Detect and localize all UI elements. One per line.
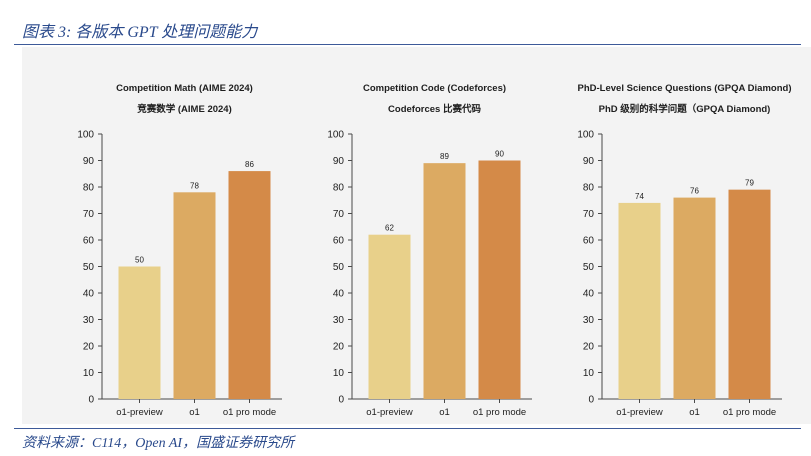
y-tick-label: 100 — [327, 130, 344, 141]
data-label: 50 — [135, 256, 144, 265]
chart-title: PhD-Level Science Questions (GPQA Diamon… — [577, 83, 792, 94]
data-label: 89 — [440, 152, 449, 161]
y-tick-label: 50 — [83, 262, 95, 273]
y-tick-label: 30 — [333, 315, 345, 326]
y-tick-label: 60 — [83, 236, 95, 247]
bar — [118, 266, 161, 399]
data-label: 62 — [385, 224, 394, 233]
y-tick-label: 90 — [583, 156, 595, 167]
x-tick-label: o1-preview — [366, 407, 413, 418]
y-tick-label: 40 — [333, 289, 345, 300]
y-tick-label: 0 — [588, 395, 594, 406]
chart-title: Competition Math (AIME 2024) — [116, 83, 253, 94]
chart-subtitle: 竞赛数学 (AIME 2024) — [137, 104, 232, 115]
y-tick-label: 20 — [333, 342, 345, 353]
top-rule — [14, 44, 801, 45]
data-label: 74 — [635, 192, 644, 201]
y-tick-label: 60 — [583, 236, 595, 247]
y-tick-label: 40 — [83, 289, 95, 300]
bar — [228, 171, 271, 399]
y-tick-label: 40 — [583, 289, 595, 300]
data-label: 79 — [745, 179, 754, 188]
x-tick-label: o1-preview — [116, 407, 163, 418]
x-tick-label: o1 — [439, 407, 450, 418]
charts-panel: Competition Math (AIME 2024) 竞赛数学 (AIME … — [22, 47, 811, 424]
y-tick-label: 50 — [333, 262, 345, 273]
figure-title: 图表 3: 各版本 GPT 处理问题能力 — [22, 24, 258, 41]
chart-svg-gpqa: 0102030405060708090100pass@1 accuracy74o… — [577, 130, 782, 418]
y-tick-label: 80 — [83, 183, 95, 194]
chart-subtitle: Codeforces 比赛代码 — [388, 104, 481, 115]
data-label: 86 — [245, 160, 254, 169]
bar — [173, 192, 216, 399]
bar — [478, 160, 521, 399]
data-label: 76 — [690, 187, 699, 196]
bar — [368, 234, 411, 399]
y-tick-label: 80 — [333, 183, 345, 194]
chart-subtitle: PhD 级别的科学问题（GPQA Diamond) — [598, 104, 771, 115]
y-tick-label: 90 — [83, 156, 95, 167]
y-tick-label: 10 — [583, 368, 595, 379]
data-label: 78 — [190, 181, 199, 190]
data-label: 90 — [495, 150, 504, 159]
bar — [673, 197, 716, 399]
y-tick-label: 70 — [583, 209, 595, 220]
y-tick-label: 20 — [583, 342, 595, 353]
y-tick-label: 10 — [333, 368, 345, 379]
source-note: 资料来源：C114，Open AI，国盛证券研究所 — [22, 436, 295, 451]
y-tick-label: 0 — [338, 395, 344, 406]
y-tick-label: 10 — [83, 368, 95, 379]
chart-title: Competition Code (Codeforces) — [362, 83, 507, 94]
bottom-rule — [14, 428, 801, 429]
x-tick-label: o1 — [189, 407, 200, 418]
x-tick-label: o1 — [689, 407, 700, 418]
bar — [728, 189, 771, 399]
chart-svg-math: 0102030405060708090100pass@1 accuracy50o… — [77, 130, 282, 418]
chart-svg-code: 0102030405060708090100pass@1 percentile6… — [327, 130, 532, 418]
y-tick-label: 80 — [583, 183, 595, 194]
bar — [423, 163, 466, 399]
y-tick-label: 20 — [83, 342, 95, 353]
y-tick-label: 100 — [77, 130, 94, 141]
y-tick-label: 30 — [83, 315, 95, 326]
y-tick-label: 50 — [583, 262, 595, 273]
y-tick-label: 70 — [83, 209, 95, 220]
y-tick-label: 0 — [88, 395, 94, 406]
y-tick-label: 100 — [577, 130, 594, 141]
bar — [618, 202, 661, 399]
y-tick-label: 60 — [333, 236, 345, 247]
y-tick-label: 90 — [333, 156, 345, 167]
x-tick-label: o1 pro mode — [223, 407, 276, 418]
x-tick-label: o1 pro mode — [473, 407, 526, 418]
y-tick-label: 30 — [583, 315, 595, 326]
y-tick-label: 70 — [333, 209, 345, 220]
x-tick-label: o1 pro mode — [723, 407, 776, 418]
x-tick-label: o1-preview — [616, 407, 663, 418]
